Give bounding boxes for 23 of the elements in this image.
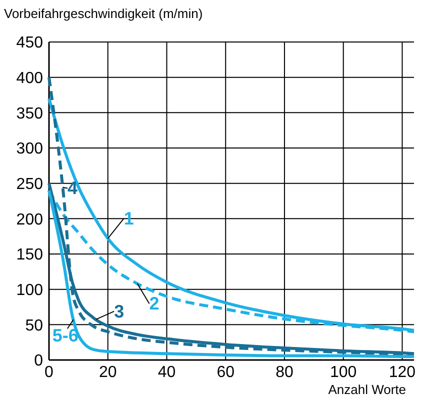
y-tick-label: 50: [25, 317, 44, 334]
series-label: 2: [149, 294, 160, 314]
x-tick-label: 20: [98, 364, 117, 381]
y-tick-label: 200: [16, 211, 44, 228]
y-tick-label: 250: [16, 176, 44, 193]
y-tick-label: 100: [16, 282, 44, 299]
y-tick-label: 450: [16, 34, 44, 52]
x-tick-label: 100: [330, 364, 357, 381]
y-tick-label: 300: [16, 140, 44, 158]
y-tick-label: 150: [16, 246, 44, 264]
y-axis-title: Vorbeifahrgeschwindigkeit (m/min): [4, 6, 203, 21]
series-label: 4: [68, 178, 78, 198]
y-tick-label: 400: [16, 70, 44, 87]
series-label: 3: [114, 301, 124, 322]
x-tick-label: 120: [388, 364, 416, 381]
x-axis-title: Anzahl Worte: [328, 382, 406, 397]
series-label: 5-6: [52, 326, 78, 346]
y-tick-label: 350: [16, 105, 44, 122]
x-tick-label: 60: [216, 364, 235, 381]
x-tick-label: 40: [158, 364, 176, 381]
y-tick-label: 0: [34, 352, 44, 370]
x-tick-label: 80: [276, 364, 294, 381]
x-tick-label: 0: [44, 364, 54, 381]
